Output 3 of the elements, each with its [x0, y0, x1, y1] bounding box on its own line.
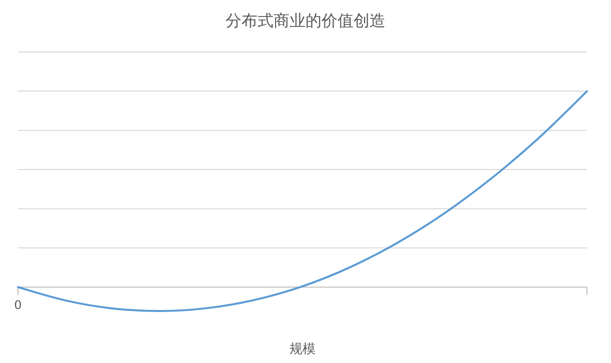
- annotation: 0: [14, 298, 22, 312]
- chart-title: 分布式商业的价值创造: [226, 11, 386, 30]
- x-axis-title: 规模: [290, 342, 316, 357]
